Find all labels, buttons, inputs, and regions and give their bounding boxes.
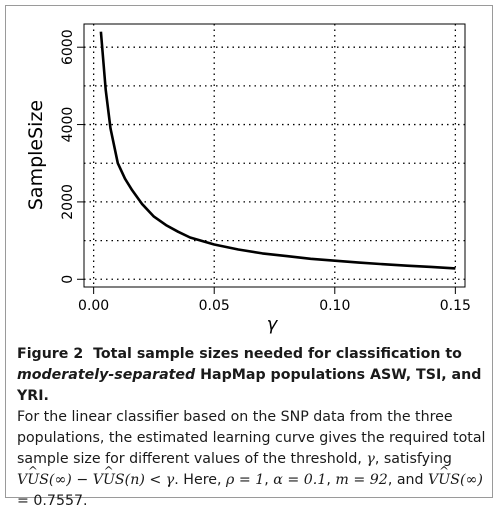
- param-m: m = 92: [335, 472, 388, 488]
- caption-title: Figure 2 Total sample sizes needed for c…: [17, 344, 487, 407]
- x-axis: 0.00 0.05 0.10 0.15: [78, 287, 471, 314]
- caption-gamma-2: γ: [165, 472, 175, 488]
- less-than-sign: <: [149, 472, 162, 488]
- vus-inf-1: (∞): [48, 472, 72, 488]
- vus-value: = 0.7557.: [17, 493, 88, 509]
- y-tick-label: 2000: [60, 184, 76, 220]
- vus-1: VUS: [17, 470, 49, 491]
- plot-area-border: [83, 23, 466, 288]
- y-tick-label: 0: [60, 275, 76, 284]
- caption-body: For the linear classifier based on the S…: [17, 407, 487, 512]
- vus-inf-2: (∞): [459, 472, 483, 488]
- grid: [84, 24, 465, 287]
- caption-here: . Here,: [174, 472, 222, 488]
- x-tick-label: 0.15: [440, 298, 471, 314]
- caption-satisfying: , satisfying: [374, 451, 452, 467]
- minus-sign: −: [76, 472, 89, 488]
- param-rho: ρ = 1: [225, 472, 265, 488]
- caption-gamma: γ: [366, 451, 375, 467]
- x-axis-label: γ: [267, 314, 279, 335]
- caption-and: , and: [387, 472, 424, 488]
- figure-caption: Figure 2 Total sample sizes needed for c…: [17, 344, 487, 512]
- y-axis: 0 2000 4000 6000: [60, 29, 84, 284]
- vus-n: (n): [124, 472, 145, 488]
- caption-title-part2: HapMap populations ASW, TSI, and YRI.: [17, 367, 482, 404]
- x-tick-label: 0.10: [319, 298, 350, 314]
- y-tick-label: 6000: [60, 29, 76, 65]
- y-axis-label: SampleSize: [25, 100, 47, 210]
- figure-label: Figure 2: [17, 346, 84, 362]
- vus-2: VUS: [93, 470, 125, 491]
- caption-title-italic: moderately-separated: [17, 367, 196, 383]
- x-tick-label: 0.05: [199, 298, 230, 314]
- caption-title-part1: Total sample sizes needed for classifica…: [93, 346, 462, 362]
- y-tick-label: 4000: [60, 107, 76, 143]
- series-line: [99, 31, 456, 270]
- x-tick-label: 0.00: [78, 298, 109, 314]
- param-alpha: α = 0.1: [273, 472, 327, 488]
- line-chart: 0.00 0.05 0.10 0.15 0 2000 4000 6000 γ SampleS…: [25, 23, 471, 335]
- vus-3: VUS: [428, 470, 460, 491]
